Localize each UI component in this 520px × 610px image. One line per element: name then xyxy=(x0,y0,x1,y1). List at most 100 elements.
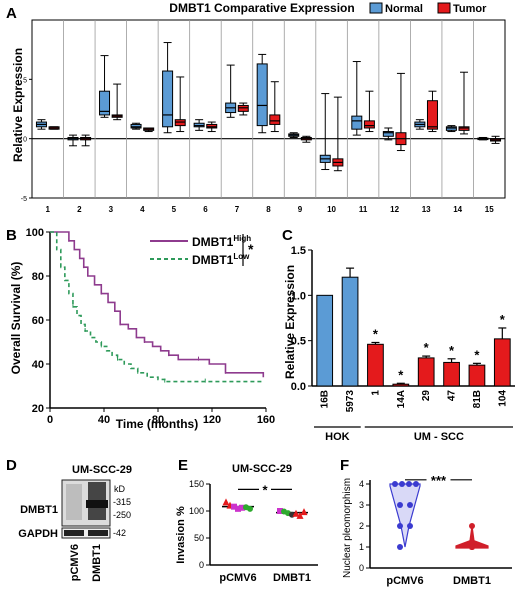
panel-b-y-tick-label: 60 xyxy=(32,315,44,327)
data-point-square xyxy=(239,504,245,511)
violin-data-point xyxy=(469,544,475,550)
bar-1 xyxy=(367,343,384,387)
panel-a-y-tick-label: 5 xyxy=(23,77,27,84)
data-point-square xyxy=(277,508,283,514)
panel-label-e: E xyxy=(178,457,188,474)
panel-a-y-tick-label: -5 xyxy=(21,196,27,203)
panel-label-b: B xyxy=(6,227,17,244)
panel-b-survival-plot: Overall Survival (%) Time (months) DMBT1… xyxy=(9,227,275,431)
blot-marker-42: -42 xyxy=(113,528,126,538)
panel-a-x-tick-label: 12 xyxy=(390,205,399,214)
panel-a-x-tick-label: 2 xyxy=(77,205,82,214)
violin-pcmv6 xyxy=(389,483,421,548)
panel-a-x-tick-label: 10 xyxy=(327,205,336,214)
panel-a-x-tick-label: 11 xyxy=(359,205,368,214)
panel-a-y-tick-label: 0 xyxy=(23,137,27,144)
blot-dmbt1-strong-band xyxy=(86,500,108,508)
panel-b-x-tick-label: 40 xyxy=(98,414,110,426)
legend-label-normal: Normal xyxy=(385,3,423,15)
bar-category-label: 29 xyxy=(421,390,432,402)
panel-f-y-tick-label: 2 xyxy=(359,521,364,531)
bar-significance-star: * xyxy=(398,367,404,382)
survival-curve-high xyxy=(50,231,265,378)
bar-5973 xyxy=(341,276,359,387)
bar-significance-star: * xyxy=(500,312,506,327)
box-normal xyxy=(99,90,111,116)
legend-swatch-normal xyxy=(369,2,383,14)
panel-d-title: UM-SCC-29 xyxy=(72,464,132,476)
box-tumor xyxy=(426,100,438,130)
panel-f-y-axis-title: Nuclear pleomorphism xyxy=(342,478,353,578)
panel-e-y-axis-title: Invasion % xyxy=(175,506,187,564)
panel-a-x-tick-label: 5 xyxy=(172,205,177,214)
blot-unit: kD xyxy=(114,484,126,494)
panel-f-y-tick-label: 3 xyxy=(359,500,364,510)
bar-category-label: 14A xyxy=(396,390,407,408)
panel-a-x-tick-label: 3 xyxy=(109,205,114,214)
significance-star-b: * xyxy=(248,241,254,257)
box-tumor xyxy=(269,114,281,125)
panel-b-x-tick-label: 0 xyxy=(47,414,53,426)
panel-f-y-tick-label: 1 xyxy=(359,542,364,552)
panel-a-title: DMBT1 Comparative Expression xyxy=(169,1,354,15)
violin-data-point xyxy=(397,502,403,508)
panel-a-x-tick-label: 1 xyxy=(46,205,51,214)
panel-f-significance-gap xyxy=(426,472,451,483)
bar-16b xyxy=(316,294,334,387)
box-tumor xyxy=(363,120,375,129)
violin-data-point xyxy=(399,481,405,487)
panel-a-x-tick-label: 7 xyxy=(235,205,240,214)
panel-f-significance-stars: *** xyxy=(431,473,447,488)
blot-lane-label-dmbt1: DMBT1 xyxy=(91,544,103,582)
panel-b-legend: DMBT1High DMBT1Low * xyxy=(150,234,254,267)
blot-marker-250: -250 xyxy=(113,510,131,520)
legend-label-tumor: Tumor xyxy=(453,3,487,15)
panel-f-x-tick-label: DMBT1 xyxy=(453,575,491,587)
panel-b-y-tick-label: 20 xyxy=(32,403,44,415)
panel-label-a: A xyxy=(6,5,17,22)
panel-f-y-tick-label: 4 xyxy=(359,479,364,489)
blot-marker-315: -315 xyxy=(113,497,131,507)
bar-104 xyxy=(493,338,511,387)
data-point-triangle xyxy=(292,509,300,517)
panel-e-y-tick-label: 0 xyxy=(199,560,204,570)
panel-a-legend: Normal Tumor xyxy=(369,2,487,15)
data-point-triangle xyxy=(296,511,304,519)
data-point-triangle xyxy=(300,508,308,516)
bar-47 xyxy=(443,361,460,387)
violin-data-point xyxy=(469,523,475,529)
box-normal xyxy=(162,70,174,128)
panel-e-significance-star: * xyxy=(262,482,268,497)
bar-category-label: 47 xyxy=(447,390,458,402)
bar-category-label: 1 xyxy=(370,390,381,396)
panel-b-x-tick-label: 80 xyxy=(152,414,164,426)
panel-a-y-axis-title: Relative Expression xyxy=(11,48,25,162)
panel-e-y-tick-label: 100 xyxy=(189,506,204,516)
box-normal xyxy=(382,131,394,137)
panel-a-x-tick-label: 9 xyxy=(298,205,303,214)
blot-gapdh-band-2 xyxy=(88,530,108,536)
box-normal xyxy=(351,115,363,130)
data-point-square xyxy=(235,505,241,512)
panel-c-y-axis-title: Relative Expression xyxy=(283,265,297,379)
panel-e-x-tick-label: DMBT1 xyxy=(273,572,311,584)
panel-e-significance-gap xyxy=(259,483,271,494)
blot-lane-pcmv6-smear xyxy=(66,484,82,520)
violin-data-point xyxy=(413,481,419,487)
panel-a-x-tick-label: 15 xyxy=(485,205,494,214)
panel-b-y-tick-label: 100 xyxy=(26,227,44,239)
panel-f-y-tick-label: 0 xyxy=(359,563,364,573)
panel-b-x-tick-label: 160 xyxy=(257,414,275,426)
bar-significance-star: * xyxy=(474,347,480,362)
legend-label-low: DMBT1Low xyxy=(192,252,250,267)
blot-gapdh-frame xyxy=(61,527,111,539)
panel-f-x-tick-label: pCMV6 xyxy=(386,575,423,587)
panel-e-x-tick-label: pCMV6 xyxy=(219,572,256,584)
panel-e-scatter: UM-SCC-29 Invasion % 0 50 100 150 pCMV6 DMBT1… xyxy=(175,463,318,584)
group-label: UM - SCC xyxy=(414,431,464,443)
panel-label-d: D xyxy=(6,457,17,474)
violin-data-point xyxy=(397,544,403,550)
box-normal xyxy=(256,63,268,127)
panel-a-x-tick-label: 6 xyxy=(203,205,208,214)
